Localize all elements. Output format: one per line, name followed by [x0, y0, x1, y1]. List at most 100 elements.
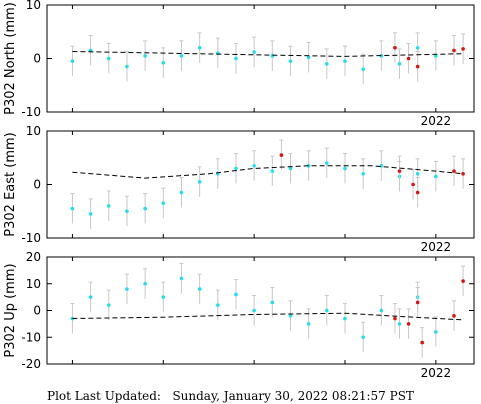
- data-point-up: [361, 335, 365, 340]
- recent-point-north: [393, 46, 397, 50]
- x-tick-label-east: 2022: [421, 240, 452, 254]
- data-point-north: [325, 62, 329, 66]
- y-tick-label-up: 0: [33, 304, 41, 318]
- y-tick-label-north: -10: [21, 105, 41, 119]
- data-point-east: [161, 201, 166, 206]
- data-point-east: [343, 166, 347, 171]
- data-point-up: [197, 287, 202, 291]
- data-point-east: [415, 172, 420, 176]
- data-point-north: [397, 62, 402, 66]
- y-tick-label-up: -10: [21, 330, 41, 344]
- y-axis-label-north: P302 North (mm): [3, 2, 18, 115]
- recent-point-up: [452, 314, 456, 318]
- data-point-up: [397, 322, 402, 326]
- data-point-east: [70, 206, 75, 211]
- y-tick-label-up: 20: [26, 250, 41, 264]
- x-tick-label-north: 2022: [421, 114, 452, 128]
- model-line-up: [72, 312, 464, 321]
- model-line-east: [72, 165, 464, 179]
- recent-point-up: [415, 300, 420, 305]
- panel-east: -10 0 10 2022 P302 East (mm): [3, 124, 475, 254]
- data-point-east: [252, 163, 256, 168]
- data-point-east: [197, 180, 202, 184]
- data-point-north: [361, 67, 365, 71]
- data-point-north: [70, 59, 75, 63]
- data-point-east: [88, 212, 93, 216]
- data-point-north: [143, 54, 147, 58]
- model-line-north: [72, 51, 464, 57]
- y-tick-label-east: 10: [26, 124, 41, 138]
- x-tick-label-up: 2022: [421, 366, 452, 380]
- recent-point-up: [420, 340, 425, 345]
- recent-point-north: [452, 48, 456, 53]
- recent-point-east: [452, 169, 456, 173]
- data-point-east: [106, 204, 111, 208]
- data-point-up: [161, 295, 166, 299]
- data-point-up: [216, 303, 220, 307]
- data-point-north: [106, 56, 111, 61]
- y-axis-label-up: P302 Up (mm): [3, 263, 18, 357]
- data-point-east: [325, 161, 329, 165]
- data-point-east: [270, 169, 275, 173]
- recent-point-north: [406, 56, 411, 61]
- panel-up: -20 -10 0 10 20 2022 P302 Up (mm): [3, 250, 475, 380]
- data-point-east: [306, 163, 311, 168]
- data-point-north: [288, 59, 293, 63]
- data-point-north: [197, 46, 202, 50]
- recent-point-up: [393, 316, 397, 321]
- data-point-up: [106, 303, 111, 307]
- y-tick-label-north: 10: [26, 0, 41, 12]
- recent-point-east: [411, 182, 415, 187]
- recent-point-up: [461, 279, 465, 283]
- data-point-up: [252, 308, 256, 313]
- footer-prefix: Plot Last Updated:: [47, 389, 161, 403]
- recent-point-east: [415, 190, 420, 195]
- data-point-east: [179, 190, 184, 195]
- data-point-up: [343, 316, 347, 321]
- recent-point-north: [415, 64, 420, 69]
- y-tick-label-east: -10: [21, 231, 41, 245]
- data-point-north: [179, 54, 184, 58]
- data-point-up: [179, 276, 184, 281]
- data-point-east: [361, 172, 365, 176]
- data-point-up: [325, 308, 329, 313]
- data-point-north: [125, 64, 129, 69]
- data-point-north: [270, 54, 275, 58]
- data-point-north: [434, 54, 438, 58]
- recent-point-east: [397, 169, 402, 173]
- recent-point-east: [279, 153, 284, 157]
- y-axis-label-east: P302 East (mm): [3, 132, 18, 236]
- data-point-north: [415, 46, 420, 50]
- data-point-up: [88, 295, 93, 299]
- y-tick-label-up: 10: [26, 277, 41, 291]
- footer-last-updated: Plot Last Updated: Sunday, January 30, 2…: [47, 389, 414, 403]
- data-point-east: [143, 206, 147, 211]
- data-point-north: [306, 55, 311, 60]
- plot-frame-east: [46, 130, 475, 239]
- data-point-up: [125, 287, 129, 291]
- panel-north: -10 0 10 2022 P302 North (mm): [3, 0, 475, 128]
- data-point-east: [288, 166, 293, 171]
- data-point-up: [143, 281, 147, 286]
- y-tick-label-east: 0: [33, 178, 41, 192]
- data-point-up: [379, 308, 384, 313]
- data-point-east: [125, 209, 129, 214]
- data-point-up: [234, 292, 238, 297]
- data-point-east: [434, 174, 438, 179]
- footer-timestamp: Sunday, January 30, 2022 08:21:57 PST: [172, 389, 414, 403]
- data-point-up: [434, 330, 438, 334]
- data-point-north: [234, 56, 238, 61]
- data-point-up: [306, 322, 311, 326]
- data-point-north: [343, 59, 347, 63]
- recent-point-up: [406, 322, 411, 326]
- y-tick-label-up: -20: [21, 357, 41, 371]
- recent-point-north: [461, 47, 465, 51]
- y-tick-label-north: 0: [33, 52, 41, 66]
- data-point-east: [234, 166, 238, 171]
- data-point-north: [252, 50, 256, 54]
- data-point-north: [161, 60, 166, 65]
- data-point-up: [270, 300, 275, 305]
- recent-point-east: [461, 172, 465, 176]
- data-point-up: [288, 314, 293, 318]
